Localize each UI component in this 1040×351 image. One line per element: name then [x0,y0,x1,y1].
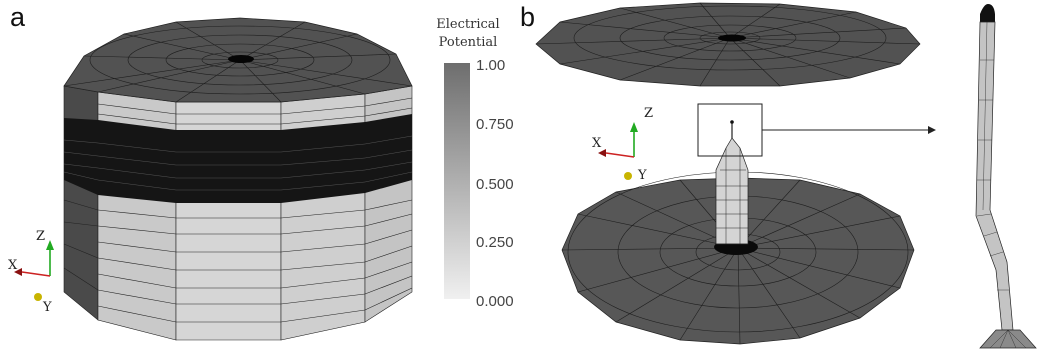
axis-b-x-label: X [592,136,602,151]
axis-b-z-label: Z [644,106,654,121]
axis-a-y-label: Y [43,300,52,315]
cylinder-mesh [63,17,413,341]
cylinder-dense-band [64,114,412,203]
axis-triad-b [598,122,638,180]
top-disk-mesh [535,2,921,87]
cylinder-rings-upper [97,97,413,125]
colorbar-tick-2: 0.750 [476,116,514,133]
colorbar-tick-3: 0.500 [476,176,514,193]
cylinder-top-mesh [63,21,413,103]
zoomed-needle-mesh [975,4,1037,349]
colorbar-title-line1: Electrical [436,17,500,32]
cylinder-rings-lower [63,199,413,323]
bottom-disk-mesh [561,171,915,345]
colorbar-tick-1: 1.00 [476,57,506,74]
axis-b-y-label: Y [638,168,647,183]
colorbar-tick-4: 0.250 [476,234,514,251]
axis-a-x-label: X [8,258,18,273]
needle-tip-mesh [715,120,749,245]
panel-label-a: a [10,2,26,32]
cylinder-top-hole [228,55,254,63]
axis-triad-a [14,240,54,301]
axis-a-z-label: Z [36,229,46,244]
colorbar-tick-5: 0.000 [476,293,514,310]
colorbar [444,63,470,299]
cylinder-band-lines [63,135,413,191]
colorbar-title-line2: Potential [438,35,498,50]
panel-label-b: b [520,2,536,32]
